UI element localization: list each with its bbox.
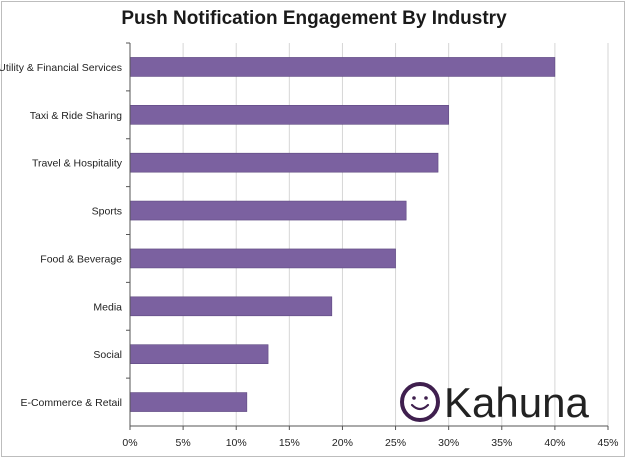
category-label: Sports [92, 206, 122, 218]
x-tick-label: 40% [544, 437, 565, 449]
bar [129, 57, 556, 77]
x-tick-label: 15% [279, 437, 300, 449]
bar [129, 344, 269, 364]
bar [129, 105, 449, 125]
x-tick-label: 0% [122, 437, 137, 449]
bar [129, 152, 439, 173]
x-tick-label: 20% [332, 437, 353, 449]
category-label: Social [93, 349, 122, 361]
x-tick-label: 30% [438, 437, 459, 449]
bar [129, 392, 248, 412]
x-tick-label: 25% [385, 437, 406, 449]
x-tick-label: 10% [226, 437, 247, 449]
category-label: Utility & Financial Services [0, 62, 122, 74]
bar [129, 200, 407, 221]
chart-title: Push Notification Engagement By Industry [121, 8, 507, 29]
bar [129, 248, 396, 269]
category-label: Taxi & Ride Sharing [30, 110, 122, 122]
x-tick-label: 35% [491, 437, 512, 449]
kahuna-logo: Kahuna [400, 379, 589, 426]
smiley-circle-icon [400, 382, 440, 422]
logo-wordmark: Kahuna [444, 379, 589, 426]
bar [129, 296, 333, 317]
axes: 0% 5% 10% 15% 20% 25% 30% 35% 40% 45% Utility & Fi… [0, 42, 619, 449]
category-label: Media [93, 301, 122, 313]
category-label: E-Commerce & Retail [20, 397, 122, 409]
category-label: Travel & Hospitality [32, 158, 123, 170]
category-label: Food & Beverage [40, 253, 122, 265]
x-tick-label: 5% [176, 437, 191, 449]
grid-lines [182, 43, 609, 426]
x-tick-label: 45% [597, 437, 618, 449]
